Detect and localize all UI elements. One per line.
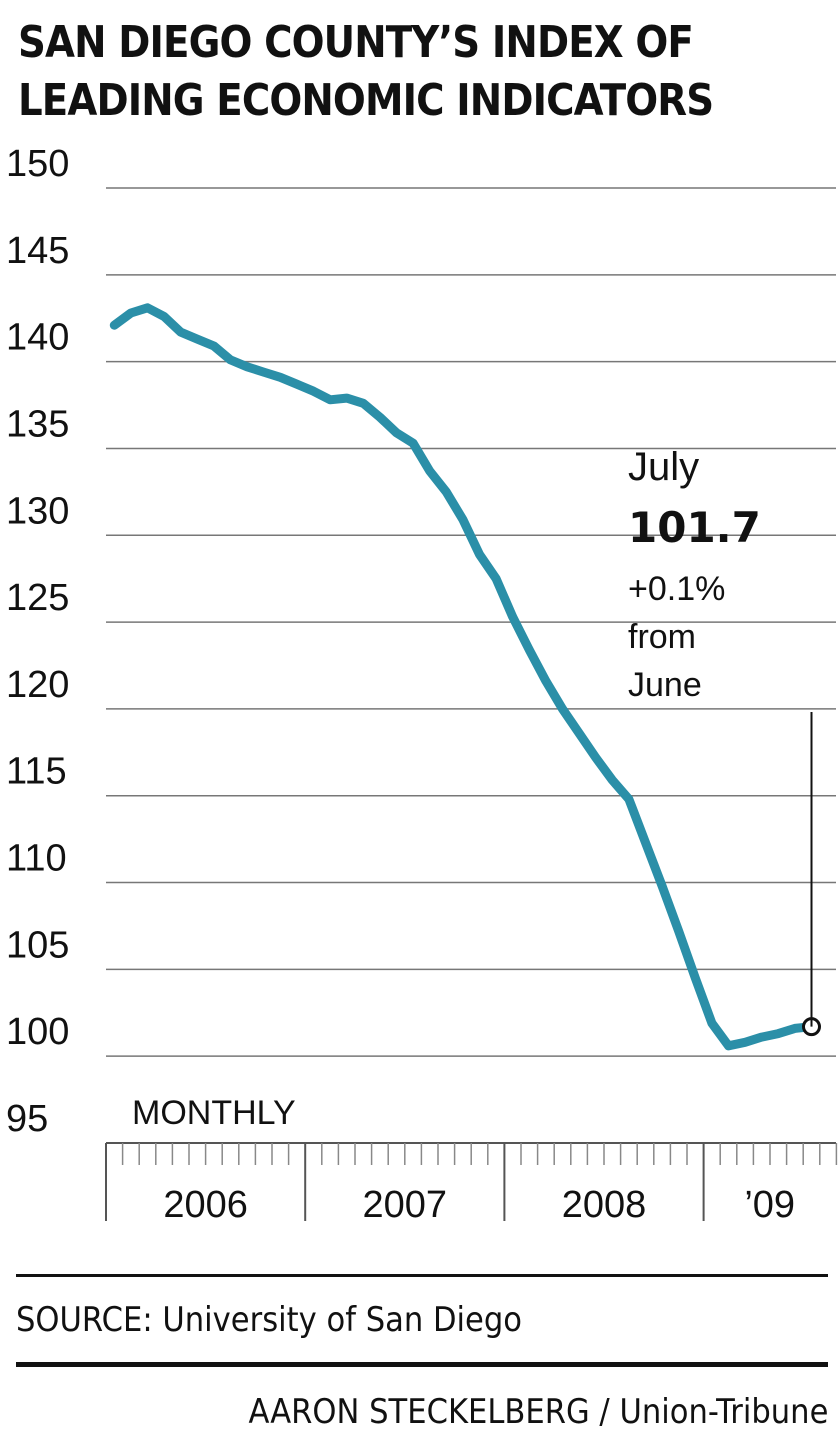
divider-top (16, 1274, 828, 1277)
line-chart: 150 145 140 135 130 125 120 115 110 105 100 95 2006… (6, 143, 838, 1226)
title-line-2: LEADING ECONOMIC INDICATORS (18, 75, 714, 126)
annotation: July 101.7 +0.1% from June (628, 445, 813, 1027)
x-year-label-2: 2008 (562, 1184, 647, 1226)
y-tick-label-100: 100 (6, 1011, 69, 1053)
y-axis: 150 145 140 135 130 125 120 115 110 105 100 95 (6, 143, 69, 1140)
y-tick-label-125: 125 (6, 577, 69, 619)
credit-line: AARON STECKELBERG / Union-Tribune (248, 1392, 828, 1432)
y-tick-label-145: 145 (6, 230, 69, 272)
y-tick-label-95: 95 (6, 1098, 48, 1140)
y-tick-label-140: 140 (6, 317, 69, 359)
x-year-label-1: 2007 (363, 1184, 448, 1226)
x-year-label-0: 2006 (163, 1184, 248, 1226)
annotation-month: July (628, 445, 699, 489)
annotation-change-line-3: June (628, 666, 702, 704)
y-tick-label-120: 120 (6, 664, 69, 706)
x-axis: 2006 2007 2008 ’09 (105, 1142, 838, 1226)
series-layer (109, 303, 821, 1051)
y-tick-label-135: 135 (6, 403, 69, 445)
divider-bottom (16, 1362, 828, 1367)
y-tick-label-115: 115 (6, 751, 67, 793)
x-year-label-3: ’09 (744, 1184, 795, 1226)
source-note: SOURCE: University of San Diego (16, 1300, 523, 1340)
chart-title: SAN DIEGO COUNTY’S INDEX OF LEADING ECON… (18, 14, 733, 130)
series-line (109, 303, 816, 1051)
gridlines (106, 187, 836, 1057)
y-tick-label-105: 105 (6, 924, 69, 966)
y-tick-label-150: 150 (6, 143, 69, 185)
title-line-1: SAN DIEGO COUNTY’S INDEX OF (18, 17, 694, 68)
y-tick-label-110: 110 (6, 838, 67, 880)
frequency-label: MONTHLY (132, 1094, 296, 1132)
y-tick-label-130: 130 (6, 490, 69, 532)
annotation-change-line-1: +0.1% (628, 570, 725, 608)
annotation-value: 101.7 (628, 503, 761, 552)
annotation-change-line-2: from (628, 618, 696, 656)
